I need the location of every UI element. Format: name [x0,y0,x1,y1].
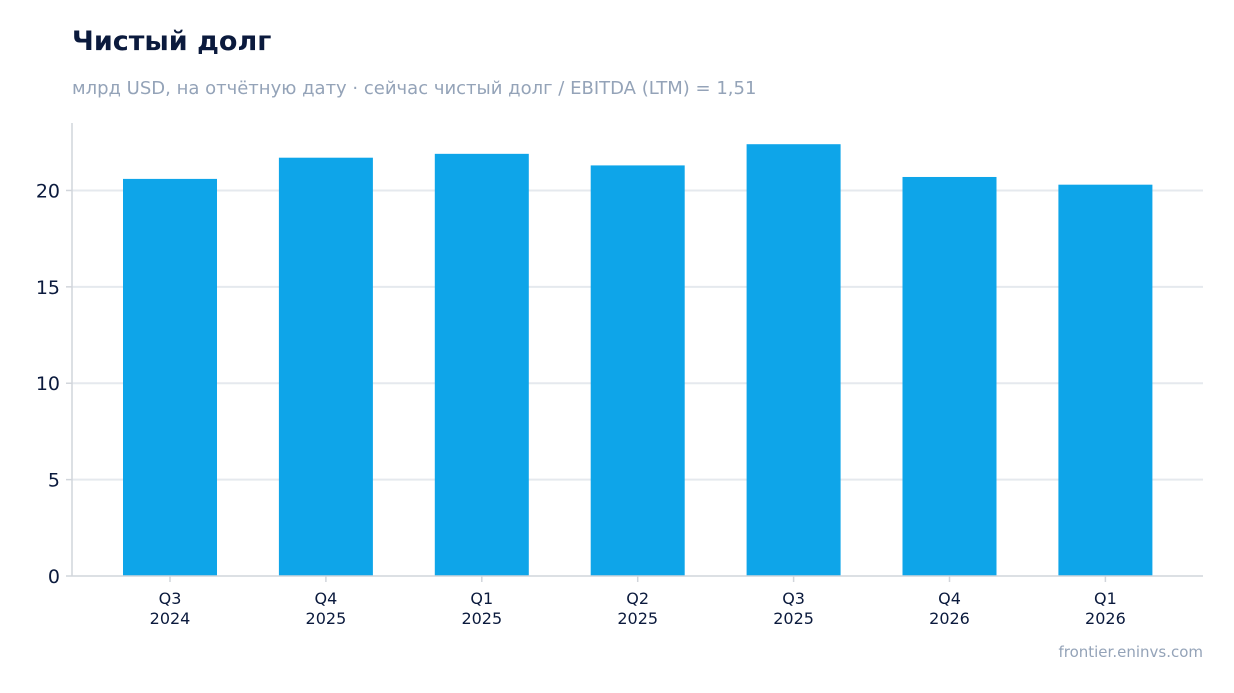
y-tick-label: 20 [36,180,60,202]
bar [123,178,217,576]
x-tick-label: Q4 2025 [306,589,347,628]
bar [746,144,841,576]
bar [278,157,373,576]
x-tick-label: Q1 2025 [461,589,502,628]
x-tick-label: Q3 2024 [150,589,191,628]
source-label: frontier.eninvs.com [1058,643,1203,661]
tick-labels: 0 5 10 15 20 Q3 2024 Q4 2025 Q1 2025 Q2 2025 Q3 2025 Q4… [36,180,1126,628]
bars [123,144,1153,576]
x-tick-label: Q4 2026 [929,589,970,628]
bar [1058,184,1153,576]
y-tick-label: 0 [48,566,60,588]
y-tick-label: 15 [36,277,60,299]
chart-subtitle: млрд USD, на отчётную дату · сейчас чист… [72,78,757,99]
bar [590,165,685,576]
y-tick-label: 5 [48,470,60,492]
bar [902,176,997,576]
x-tick-label: Q2 2025 [617,589,658,628]
bar [434,153,529,576]
y-tick-label: 10 [36,373,60,395]
chart-title: Чистый долг [72,26,272,57]
axes [66,123,1203,582]
x-tick-label: Q1 2026 [1085,589,1126,628]
x-tick-label: Q3 2025 [773,589,814,628]
